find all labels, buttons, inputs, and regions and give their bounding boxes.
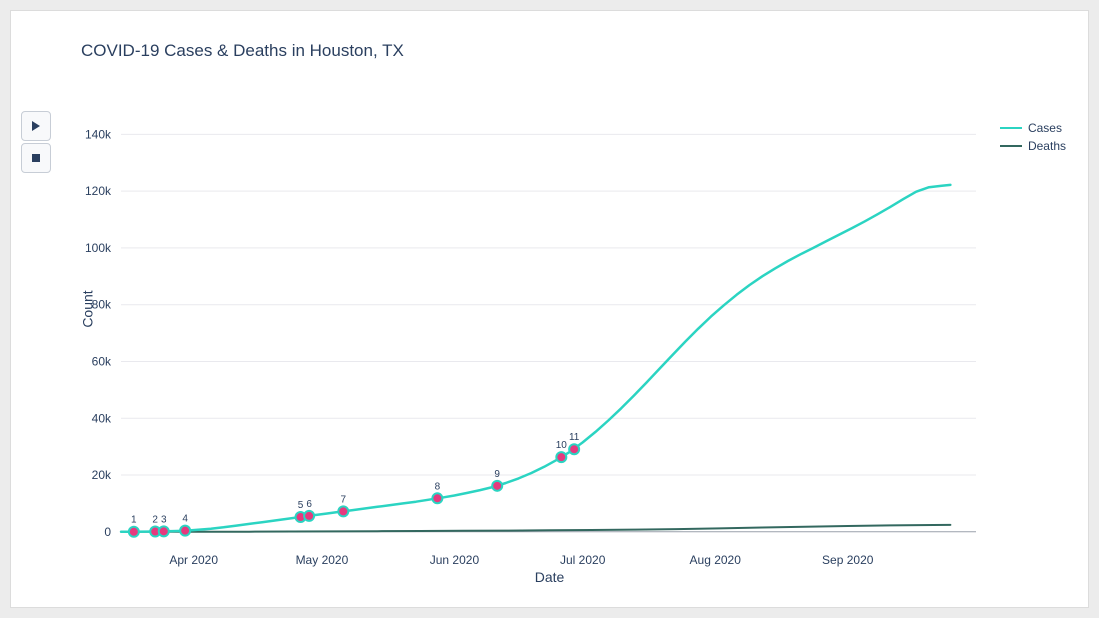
svg-text:10: 10 xyxy=(556,440,568,451)
play-icon xyxy=(31,121,41,131)
plot-svg: 020k40k60k80k100k120k140kApr 2020May 202… xyxy=(121,106,976,576)
svg-text:9: 9 xyxy=(494,469,500,480)
svg-text:0: 0 xyxy=(104,525,111,539)
animation-controls xyxy=(21,111,51,173)
svg-text:2: 2 xyxy=(152,515,158,526)
chart-title: COVID-19 Cases & Deaths in Houston, TX xyxy=(81,41,404,61)
legend-item-deaths[interactable]: Deaths xyxy=(1000,137,1066,155)
svg-text:20k: 20k xyxy=(92,468,112,482)
stop-button[interactable] xyxy=(21,143,51,173)
svg-text:40k: 40k xyxy=(92,411,112,425)
svg-text:Sep 2020: Sep 2020 xyxy=(822,553,874,567)
legend: Cases Deaths xyxy=(1000,119,1066,155)
svg-text:1: 1 xyxy=(131,515,137,526)
svg-text:7: 7 xyxy=(341,494,347,505)
svg-text:11: 11 xyxy=(569,432,580,443)
legend-label-cases: Cases xyxy=(1028,121,1062,135)
svg-text:140k: 140k xyxy=(85,127,112,141)
chart-card: COVID-19 Cases & Deaths in Houston, TX C… xyxy=(10,10,1089,608)
svg-text:Apr 2020: Apr 2020 xyxy=(169,553,218,567)
svg-text:Jul 2020: Jul 2020 xyxy=(560,553,606,567)
svg-text:120k: 120k xyxy=(85,184,112,198)
legend-label-deaths: Deaths xyxy=(1028,139,1066,153)
svg-text:Jun 2020: Jun 2020 xyxy=(430,553,480,567)
svg-text:8: 8 xyxy=(435,481,441,492)
svg-text:4: 4 xyxy=(182,514,188,525)
legend-item-cases[interactable]: Cases xyxy=(1000,119,1066,137)
svg-text:Aug 2020: Aug 2020 xyxy=(690,553,742,567)
plot-area[interactable]: 020k40k60k80k100k120k140kApr 2020May 202… xyxy=(121,106,976,546)
svg-text:3: 3 xyxy=(161,514,167,525)
legend-swatch-deaths xyxy=(1000,145,1022,147)
play-button[interactable] xyxy=(21,111,51,141)
svg-text:100k: 100k xyxy=(85,241,112,255)
stop-icon xyxy=(32,154,40,162)
x-axis-label: Date xyxy=(535,569,565,585)
svg-text:80k: 80k xyxy=(92,298,112,312)
svg-text:60k: 60k xyxy=(92,354,112,368)
svg-text:5: 5 xyxy=(298,500,304,511)
svg-text:May 2020: May 2020 xyxy=(296,553,349,567)
legend-swatch-cases xyxy=(1000,127,1022,129)
svg-text:6: 6 xyxy=(306,499,312,510)
